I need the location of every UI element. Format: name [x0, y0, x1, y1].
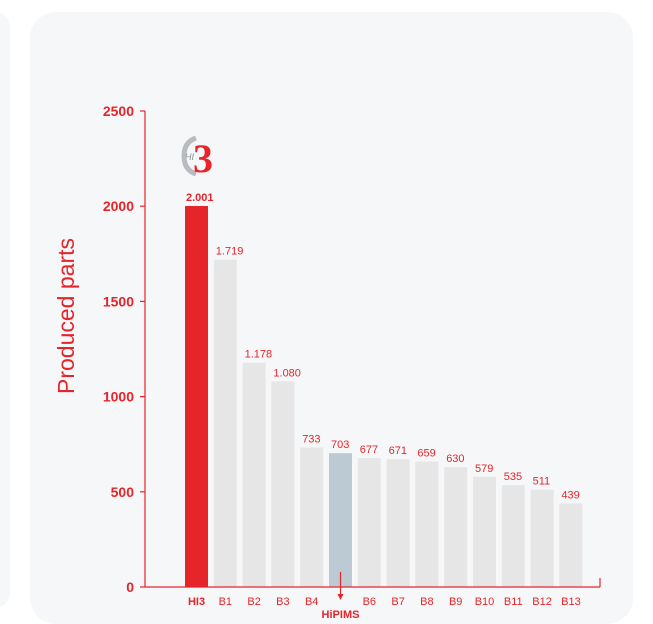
bar-b12	[530, 489, 554, 587]
x-tick-label-b6: B6	[363, 596, 376, 608]
value-label-b12: 511	[533, 476, 551, 488]
bar-hi3	[185, 206, 208, 588]
logo-grey-arc	[181, 135, 197, 177]
bar-b6	[357, 458, 381, 587]
x-tick-label-b7: B7	[391, 596, 404, 608]
value-label-b1: 1.719	[216, 246, 244, 258]
x-tick-label-b13: B13	[561, 596, 581, 608]
y-tick-label: 2500	[103, 103, 134, 119]
x-tick-label-b10: B10	[475, 596, 495, 608]
x-tick-label-b12: B12	[532, 596, 552, 608]
value-label-b8: 659	[417, 448, 435, 460]
value-label-b6: 677	[360, 444, 378, 456]
value-label-b11: 535	[504, 471, 522, 483]
value-label-b7: 671	[389, 445, 407, 457]
value-label-b10: 579	[475, 463, 493, 475]
y-axis: 0 500 1000 1500 2000 2500	[103, 103, 146, 595]
x-tick-label-hi3: HI3	[188, 596, 205, 608]
x-tick-label-b4: B4	[305, 596, 318, 608]
bar-b11	[501, 485, 525, 587]
bar-b9	[444, 467, 468, 587]
value-label-b13: 439	[561, 489, 579, 501]
logo-small-text: HI	[185, 152, 194, 162]
x-tick-label-b8: B8	[420, 596, 433, 608]
value-label-b3: 1.080	[273, 367, 301, 379]
hipims-arrow-head	[337, 594, 344, 600]
hi3-logo: HI 3	[181, 135, 213, 181]
value-label-hipims: 703	[331, 439, 349, 451]
value-label-b2: 1.178	[245, 349, 273, 361]
bar-b3	[271, 381, 295, 587]
bar-b8	[415, 461, 439, 587]
y-tick-label: 500	[111, 484, 135, 500]
bar-b2	[242, 362, 266, 587]
bars	[185, 206, 583, 588]
adjacent-panel-edge	[0, 12, 10, 608]
value-label-b9: 630	[446, 453, 464, 465]
x-tick-label-b11: B11	[504, 596, 523, 608]
y-tick-label: 1500	[103, 293, 134, 309]
x-tick-label-b9: B9	[449, 596, 462, 608]
x-tick-label-b1: B1	[219, 596, 232, 608]
bar-hipims	[329, 453, 352, 587]
value-label-b4: 733	[302, 433, 320, 445]
logo-big-text: 3	[193, 136, 213, 181]
bar-b13	[559, 503, 583, 587]
bar-b1	[213, 259, 237, 587]
y-axis-label: Produced parts	[53, 238, 79, 394]
bar-b7	[386, 459, 410, 587]
x-tick-label-b3: B3	[276, 596, 289, 608]
x-tick-label-hipims: HiPIMS	[322, 609, 360, 621]
y-tick-label: 1000	[103, 389, 134, 405]
x-tick-label-b2: B2	[247, 596, 260, 608]
bar-b10	[473, 476, 496, 587]
y-tick-label: 2000	[103, 198, 134, 214]
value-label-hi3: 2.001	[186, 192, 214, 204]
y-tick-label: 0	[126, 579, 134, 595]
bar-b4	[300, 447, 324, 587]
